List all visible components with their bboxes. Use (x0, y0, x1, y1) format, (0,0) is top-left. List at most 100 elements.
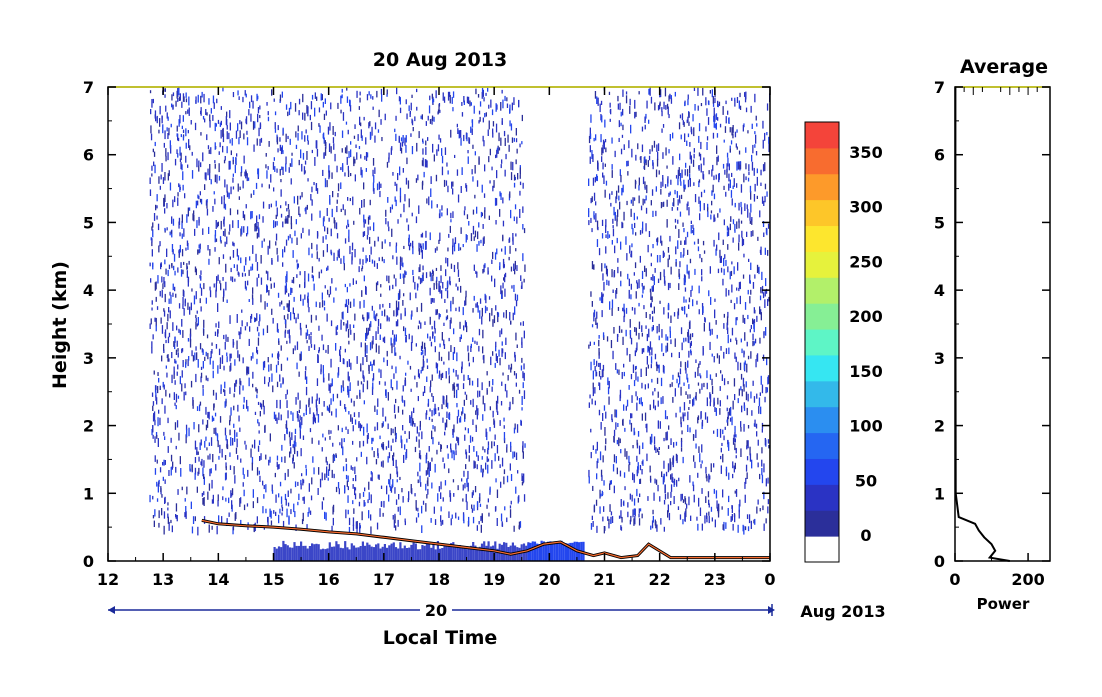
noise-speck (398, 96, 401, 102)
noise-speck (330, 146, 332, 154)
noise-speck (208, 442, 210, 446)
noise-speck (460, 186, 462, 193)
noise-speck (369, 199, 371, 206)
noise-speck (226, 131, 228, 140)
noise-speck (686, 264, 688, 274)
noise-speck (371, 363, 373, 372)
noise-speck (450, 302, 452, 312)
noise-speck (457, 194, 460, 203)
noise-speck (631, 307, 634, 311)
noise-speck (363, 426, 365, 436)
colorbar-cell (805, 329, 839, 356)
noise-speck (765, 387, 767, 394)
noise-speck (398, 291, 401, 300)
noise-speck (226, 352, 228, 357)
noise-speck (300, 327, 302, 336)
noise-speck (501, 293, 503, 299)
noise-speck (315, 140, 317, 149)
noise-speck (232, 186, 235, 190)
noise-speck (269, 433, 271, 442)
noise-speck (674, 218, 677, 223)
noise-speck (158, 129, 160, 134)
noise-speck (232, 526, 235, 531)
noise-speck (216, 434, 219, 442)
noise-speck (703, 157, 705, 166)
noise-speck (693, 227, 695, 236)
noise-speck (160, 263, 162, 270)
noise-speck (311, 213, 313, 221)
noise-speck (728, 347, 730, 355)
noise-speck (689, 333, 692, 340)
noise-speck (462, 307, 464, 316)
noise-speck (481, 456, 483, 460)
noise-speck (700, 103, 703, 107)
noise-speck (644, 124, 646, 130)
noise-speck (265, 484, 267, 493)
noise-speck (155, 204, 157, 211)
noise-speck (232, 160, 234, 165)
noise-speck (604, 189, 606, 198)
noise-speck (260, 294, 262, 303)
noise-speck (377, 448, 379, 456)
noise-speck (600, 134, 602, 143)
noise-speck (388, 152, 390, 160)
noise-speck (393, 338, 395, 347)
noise-speck (731, 127, 733, 136)
noise-speck (278, 464, 280, 469)
echo-column (467, 546, 470, 561)
noise-speck (331, 411, 333, 416)
noise-speck (222, 254, 225, 259)
noise-speck (276, 417, 278, 424)
noise-speck (374, 316, 376, 321)
noise-speck (615, 196, 617, 204)
noise-speck (326, 180, 328, 188)
noise-speck (203, 328, 205, 336)
noise-speck (472, 337, 474, 342)
noise-speck (608, 380, 610, 389)
noise-speck (642, 221, 644, 231)
noise-speck (151, 241, 153, 247)
noise-speck (708, 499, 710, 505)
noise-speck (153, 151, 156, 157)
x-tick-label: 14 (207, 570, 229, 589)
noise-speck (257, 168, 260, 177)
noise-speck (163, 525, 165, 535)
noise-speck (431, 93, 433, 99)
noise-speck (366, 234, 369, 240)
noise-speck (341, 130, 344, 138)
noise-speck (597, 162, 599, 171)
noise-speck (402, 385, 404, 392)
noise-speck (609, 102, 611, 108)
x-tick-label: 16 (318, 570, 340, 589)
noise-speck (726, 225, 729, 231)
noise-speck (310, 332, 312, 336)
noise-speck (415, 178, 418, 183)
noise-speck (310, 495, 313, 501)
noise-speck (342, 204, 344, 211)
noise-speck (407, 498, 409, 503)
noise-speck (704, 515, 706, 524)
noise-speck (746, 440, 748, 446)
noise-speck (156, 115, 158, 124)
noise-speck (663, 437, 665, 442)
noise-speck (496, 445, 499, 454)
noise-speck (215, 427, 217, 435)
echo-column (465, 549, 468, 561)
noise-speck (164, 436, 166, 440)
echo-column (540, 540, 543, 561)
noise-speck (588, 402, 590, 408)
noise-speck (225, 281, 227, 291)
noise-speck (168, 470, 170, 476)
noise-speck (405, 99, 407, 105)
noise-speck (402, 168, 404, 173)
noise-speck (230, 186, 232, 195)
noise-speck (677, 219, 679, 224)
noise-speck (513, 137, 515, 142)
noise-speck (616, 288, 618, 294)
noise-speck (168, 264, 171, 270)
noise-speck (292, 444, 294, 448)
noise-speck (471, 380, 474, 386)
noise-speck (477, 378, 479, 388)
noise-speck (307, 292, 309, 298)
noise-speck (743, 173, 745, 183)
